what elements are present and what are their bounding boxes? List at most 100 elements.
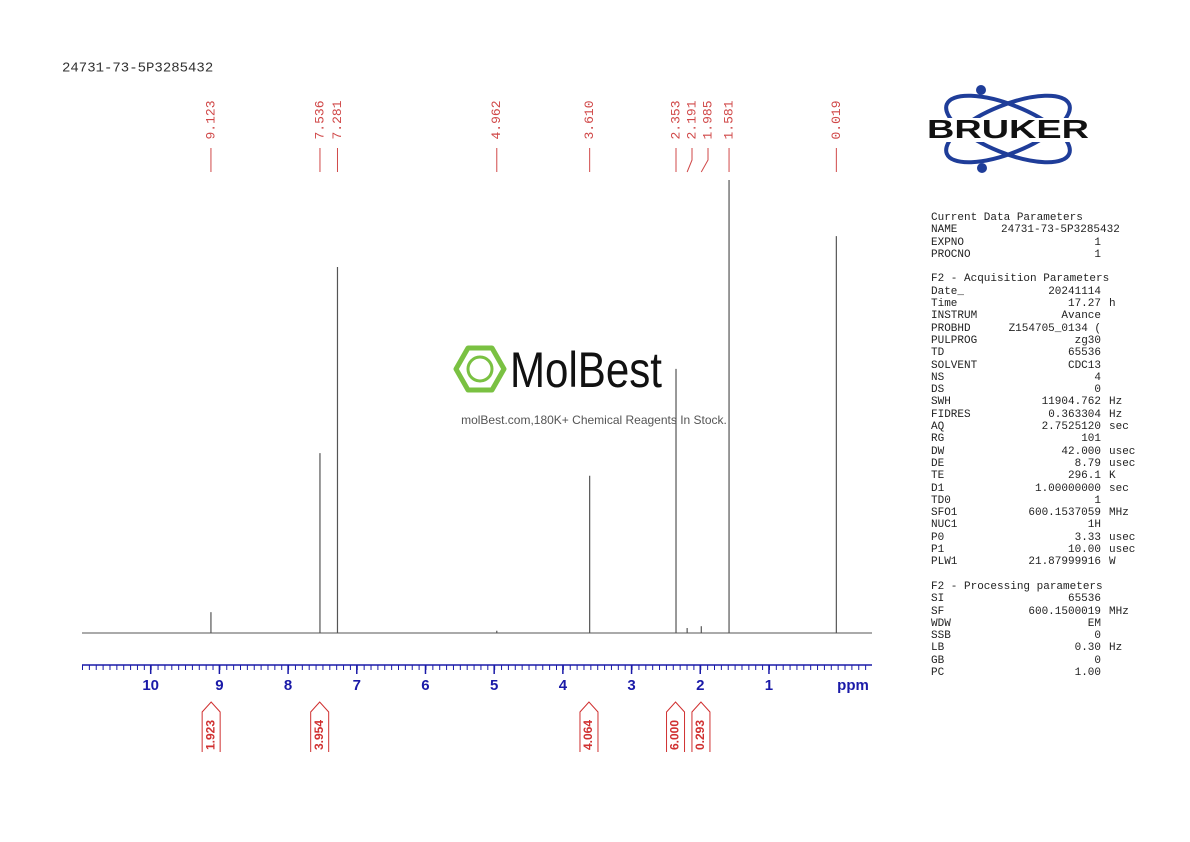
parameter-row: SSB 0 — [931, 630, 1135, 642]
section-title: F2 - Processing parameters — [931, 580, 1103, 593]
parameter-value: 1.00 — [1074, 666, 1101, 679]
parameter-section: F2 - Processing parameters SI 65536 SF 600.1… — [931, 581, 1135, 679]
peak-label: 1.581 — [721, 100, 736, 139]
integral-bracket — [666, 701, 686, 752]
parameter-value: 1H — [1087, 519, 1101, 532]
parameter-row: NUC1 1H — [931, 519, 1135, 531]
parameter-row: PROBHD Z154705_0134 ( — [931, 323, 1135, 335]
integral-bracket — [579, 701, 599, 752]
parameter-value: 20241114 — [1048, 285, 1101, 298]
parameter-name: FIDRES — [931, 408, 971, 421]
integral-label: 0.293 — [693, 720, 707, 750]
parameter-value: zg30 — [1074, 334, 1101, 347]
parameter-name: PULPROG — [931, 334, 978, 347]
parameter-row: TD0 1 — [931, 495, 1135, 507]
parameter-value: 296.1 — [1067, 470, 1101, 483]
parameter-value: 600.1500019 — [1028, 605, 1101, 618]
parameter-value: 1.00000000 — [1034, 482, 1101, 495]
parameter-row: PROCNO 1 — [931, 249, 1135, 261]
parameter-name: RG — [931, 433, 945, 446]
parameter-row: SWH 11904.762 Hz — [931, 396, 1135, 408]
parameter-row: PLW1 21.87999916 W — [931, 556, 1135, 568]
parameter-name: SFO1 — [931, 507, 958, 520]
parameter-name: Date_ — [931, 285, 965, 298]
peak-label: 2.353 — [668, 100, 683, 139]
x-tick-label: 6 — [421, 677, 429, 694]
peak-label: 7.281 — [330, 100, 345, 139]
parameter-name: LB — [931, 642, 945, 655]
logo-dot — [976, 85, 986, 95]
parameter-unit: usec — [1109, 445, 1136, 458]
parameter-name: PC — [931, 666, 945, 679]
parameter-row: SI 65536 — [931, 593, 1135, 605]
parameter-name: PROBHD — [931, 322, 971, 335]
parameter-unit: usec — [1109, 457, 1136, 470]
parameter-value: 42.000 — [1061, 445, 1101, 458]
sample-name: 24731-73-5P3285432 — [62, 61, 213, 77]
parameter-value: 0.30 — [1074, 642, 1101, 655]
parameter-unit: sec — [1109, 482, 1129, 495]
parameter-name: SSB — [931, 630, 951, 643]
parameter-name: DW — [931, 445, 945, 458]
parameter-row: FIDRES 0.363304 Hz — [931, 409, 1135, 421]
parameter-unit: h — [1109, 298, 1116, 311]
parameter-value: 1 — [1094, 236, 1101, 249]
parameter-value: 65536 — [1067, 593, 1101, 606]
parameter-value: 1 — [1094, 494, 1101, 507]
parameter-value: 24731-73-5P3285432 — [1001, 224, 1120, 237]
parameter-unit: MHz — [1109, 605, 1129, 618]
parameter-row: INSTRUM Avance — [931, 310, 1135, 322]
logo-band — [926, 118, 1090, 142]
parameter-row: TD 65536 — [931, 347, 1135, 359]
parameter-row: D1 1.00000000 sec — [931, 483, 1135, 495]
parameter-row: GB 0 — [931, 655, 1135, 667]
parameter-name: AQ — [931, 421, 945, 434]
x-tick-label: 8 — [284, 677, 292, 694]
x-tick-label: 9 — [215, 677, 223, 694]
x-tick-label: 10 — [142, 677, 159, 694]
logo-orbit — [944, 93, 1072, 165]
parameter-name: NUC1 — [931, 519, 958, 532]
integral-bracket — [201, 701, 221, 752]
parameter-row: PC 1.00 — [931, 667, 1135, 679]
parameter-name: SI — [931, 593, 945, 606]
peak-label-connector — [700, 148, 709, 173]
logo-orbit — [944, 93, 1072, 165]
parameter-unit: usec — [1109, 544, 1136, 557]
parameter-name: TD — [931, 347, 945, 360]
parameter-row: SF 600.1500019 MHz — [931, 606, 1135, 618]
x-tick-label: 1 — [765, 677, 773, 694]
parameter-section: Current Data Parameters NAME 24731-73-5P32… — [931, 212, 1135, 261]
x-tick-label: 5 — [490, 677, 498, 694]
parameter-name: DE — [931, 457, 945, 470]
parameter-row: SFO1 600.1537059 MHz — [931, 507, 1135, 519]
parameter-value: Z154705_0134 ( — [1008, 322, 1101, 335]
parameter-name: NS — [931, 371, 945, 384]
parameter-unit: Hz — [1109, 396, 1123, 409]
parameter-name: SOLVENT — [931, 359, 978, 372]
logo-text: BRUKER — [927, 114, 1089, 144]
parameter-unit: Hz — [1109, 642, 1123, 655]
parameter-name: DS — [931, 384, 945, 397]
parameter-value: CDC13 — [1067, 359, 1101, 372]
parameter-row: DS 0 — [931, 384, 1135, 396]
parameter-name: Time — [931, 298, 958, 311]
x-tick-label: 4 — [559, 677, 568, 694]
parameter-value: 10.00 — [1067, 544, 1101, 557]
parameter-unit: K — [1109, 470, 1116, 483]
peak-label: 1.985 — [700, 100, 715, 139]
parameter-value: 101 — [1081, 433, 1101, 446]
integral-label: 1.923 — [203, 720, 217, 750]
parameter-row: WDW EM — [931, 618, 1135, 630]
integral-bracket — [691, 701, 711, 752]
parameter-name: TD0 — [931, 494, 951, 507]
peak-label: 7.536 — [312, 100, 327, 139]
parameter-name: PROCNO — [931, 248, 971, 261]
x-tick-label: 3 — [627, 677, 635, 694]
parameter-unit: W — [1109, 556, 1116, 569]
peak-label-connector — [686, 148, 693, 173]
parameter-name: EXPNO — [931, 236, 965, 249]
parameter-value: 1 — [1094, 248, 1101, 261]
parameter-value: 0 — [1094, 630, 1101, 643]
